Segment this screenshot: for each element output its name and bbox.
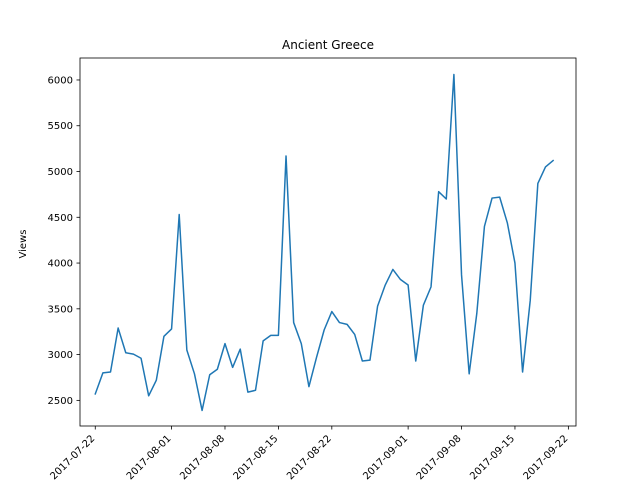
- y-axis: 2500 3000 3500 4000 4500 5000 5500 6000: [48, 75, 80, 407]
- y-tick-label: 4000: [48, 259, 73, 270]
- y-tick-label: 3500: [48, 304, 73, 315]
- series-line: [94, 73, 555, 412]
- y-tick-label: 2500: [48, 396, 73, 407]
- y-tick-label: 5500: [48, 121, 73, 132]
- y-tick-label: 5000: [48, 167, 73, 178]
- y-tick-label: 4500: [48, 213, 73, 224]
- plot-area: [94, 73, 555, 412]
- y-axis-label: Views: [18, 230, 29, 259]
- y-tick-label: 6000: [48, 75, 73, 86]
- chart-title: Ancient Greece: [282, 38, 374, 52]
- y-tick-label: 3000: [48, 350, 73, 361]
- axes-frame: [79, 57, 577, 427]
